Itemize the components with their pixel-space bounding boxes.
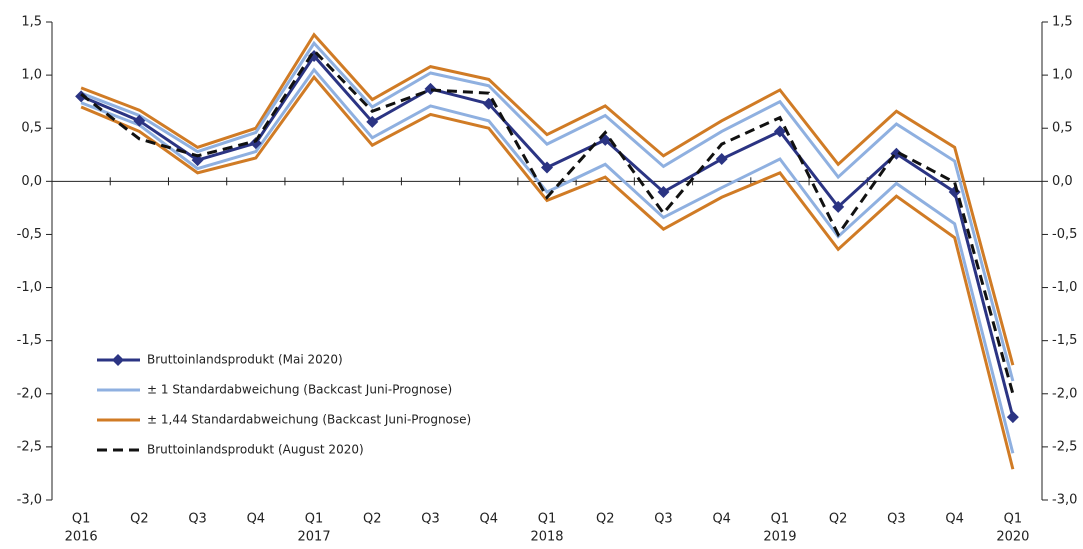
x-tick-label: Q4	[247, 512, 266, 527]
x-tick-label: Q1	[771, 512, 790, 527]
x-year-label: 2018	[530, 530, 563, 545]
legend-label: ± 1,44 Standardabweichung (Backcast Juni…	[147, 413, 471, 427]
marker	[249, 137, 262, 150]
y2-tick-label: -1,5	[1052, 333, 1077, 348]
x-tick-label: Q2	[596, 512, 615, 527]
x-year-label: 2019	[763, 530, 796, 545]
x-year-label: 2017	[298, 530, 331, 545]
y-tick-label: -2,5	[17, 439, 42, 454]
y2-tick-label: -2,5	[1052, 439, 1077, 454]
marker	[773, 125, 786, 138]
y-tick-label: 1,5	[21, 15, 42, 30]
x-tick-label: Q2	[829, 512, 848, 527]
legend-marker	[112, 354, 124, 366]
x-tick-label: Q4	[945, 512, 964, 527]
marker	[715, 153, 728, 166]
series-line	[80, 32, 1015, 366]
marker	[1006, 411, 1019, 424]
marker	[424, 82, 437, 95]
y2-tick-label: -2,0	[1052, 386, 1077, 401]
x-tick-label: Q2	[363, 512, 382, 527]
x-year-label: 2016	[65, 530, 98, 545]
series-line	[80, 48, 1015, 395]
x-tick-label: Q1	[538, 512, 557, 527]
marker	[133, 114, 146, 127]
legend-label: Bruttoinlandsprodukt (Mai 2020)	[147, 353, 343, 367]
y2-tick-label: 1,0	[1052, 68, 1073, 83]
x-tick-label: Q1	[1004, 512, 1023, 527]
x-tick-label: Q3	[188, 512, 207, 527]
y-tick-label: 1,0	[21, 68, 42, 83]
y2-tick-label: -3,0	[1052, 493, 1077, 508]
x-tick-label: Q4	[480, 512, 499, 527]
y-tick-label: 0,0	[21, 174, 42, 189]
series-line	[80, 74, 1015, 470]
x-tick-label: Q3	[654, 512, 673, 527]
y-tick-label: 0,5	[21, 121, 42, 136]
y-tick-label: -3,0	[17, 493, 42, 508]
x-tick-label: Q4	[712, 512, 731, 527]
series-line	[80, 67, 1015, 454]
marker	[541, 161, 553, 174]
y-tick-label: -1,0	[17, 280, 42, 295]
x-tick-label: Q2	[130, 512, 149, 527]
legend-label: Bruttoinlandsprodukt (August 2020)	[147, 443, 364, 457]
y-tick-label: -2,0	[17, 386, 42, 401]
y-tick-label: -0,5	[17, 227, 42, 242]
y2-tick-label: -0,5	[1052, 227, 1077, 242]
y2-tick-label: 1,5	[1052, 15, 1073, 30]
series-line	[80, 40, 1015, 382]
y-tick-label: -1,5	[17, 333, 42, 348]
marker	[366, 115, 379, 128]
x-tick-label: Q3	[887, 512, 906, 527]
marker	[75, 90, 88, 103]
legend-label: ± 1 Standardabweichung (Backcast Juni-Pr…	[147, 383, 452, 397]
x-year-label: 2020	[996, 530, 1029, 545]
y2-tick-label: 0,0	[1052, 174, 1073, 189]
y2-tick-label: -1,0	[1052, 280, 1077, 295]
marker	[191, 154, 204, 167]
y2-tick-label: 0,5	[1052, 121, 1073, 136]
x-tick-label: Q3	[421, 512, 440, 527]
x-tick-label: Q1	[305, 512, 324, 527]
marker	[832, 200, 845, 213]
x-tick-label: Q1	[72, 512, 91, 527]
marker	[657, 185, 670, 198]
